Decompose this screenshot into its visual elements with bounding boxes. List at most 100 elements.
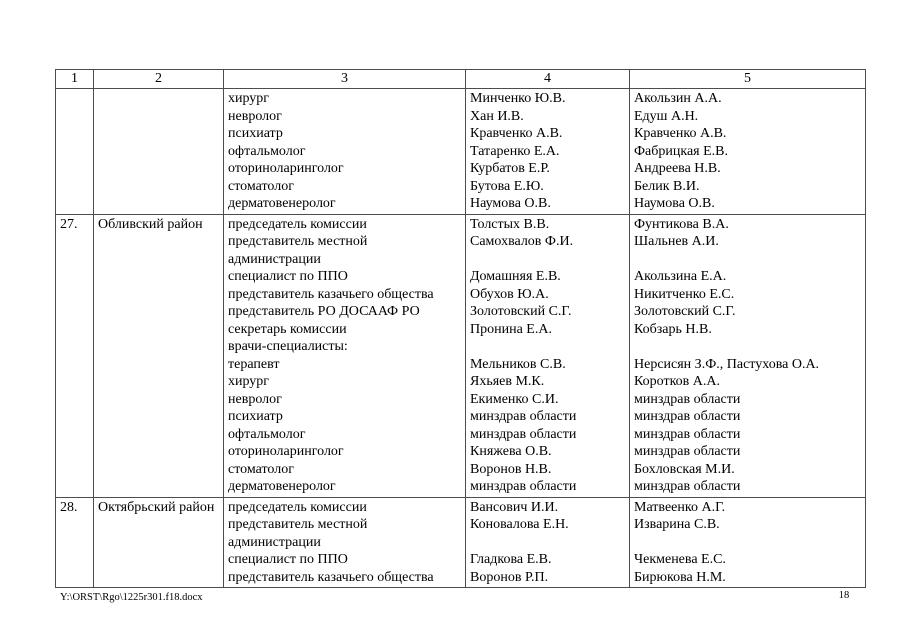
district-cell (93, 88, 224, 215)
cell-line: минздрав области (470, 479, 577, 494)
cell-line: председатель комиссии (228, 499, 367, 515)
cell-line (634, 251, 861, 269)
cell-line: Самохвалов Ф.И. (470, 234, 574, 249)
cell-line: Нерсисян З.Ф., Пастухова О.А. (634, 356, 820, 372)
cell-line: невролог (228, 108, 282, 124)
header-cell-col4: 4 (465, 69, 630, 89)
cell-line: Шальнев А.И. (634, 234, 719, 249)
cell-line: специалист по ППО (228, 269, 348, 284)
cell-line: минздрав области (634, 444, 741, 459)
cell-line: Едуш А.Н. (634, 108, 699, 124)
cell-line: Акользина Е.А. (634, 269, 727, 284)
cell-line: дерматовенеролог (228, 196, 336, 211)
cell-line: Белик В.И. (634, 178, 700, 194)
header-cell-col2: 2 (93, 69, 224, 89)
cell-line: минздрав области (470, 426, 577, 442)
cell-line: Татаренко Е.А. (470, 143, 560, 159)
cell-line: стоматолог (228, 461, 294, 477)
cell-line: терапевт (228, 356, 280, 372)
cell-line: Мельников С.В. (470, 356, 566, 372)
cell-line: оториноларинголог (228, 161, 344, 176)
cell-line: Пронина Е.А. (470, 321, 552, 337)
cell-line: оториноларинголог (228, 444, 344, 459)
footer-file-path: Y:\ORST\Rgo\1225r301.f18.docx (60, 592, 203, 603)
cell-line: Золотовский С.Г. (634, 304, 736, 319)
table-row: 28. Октябрьский район председатель комисси… (55, 496, 866, 588)
cell-line: Андреева Н.В. (634, 161, 721, 176)
cell-line: офтальмолог (228, 426, 306, 442)
cell-line: представитель казачьего общества (228, 569, 434, 585)
cell-line: Екименко С.И. (470, 391, 559, 407)
cell-line: Кравченко А.В. (470, 126, 563, 141)
alternates-cell: Акользин А.А. Едуш А.Н. Кравченко А.В. Фабр… (629, 88, 866, 215)
cell-line: Никитченко Е.С. (634, 286, 735, 302)
roles-cell: председатель комиссии представитель местн… (223, 213, 466, 498)
cell-line: Золотовский С.Г. (470, 304, 572, 319)
cell-line: минздрав области (634, 391, 741, 407)
cell-line: Хан И.В. (470, 108, 524, 124)
cell-line: администрации (228, 251, 321, 267)
cell-line: Воронов Н.В. (470, 461, 552, 477)
cell-line: Бохловская М.И. (634, 461, 735, 477)
cell-line: представитель РО ДОСААФ РО (228, 304, 420, 319)
cell-line: Коротков А.А. (634, 374, 720, 389)
cell-line: Воронов Р.П. (470, 569, 549, 585)
table-body: хирург невролог психиатр офтальмолог оторино… (55, 88, 866, 588)
members-cell: Толстых В.В. Самохвалов Ф.И. Домашняя Е.В… (465, 213, 630, 498)
commission-table: 1 2 3 4 5 хирург невролог психиатр офтальмо… (55, 69, 866, 588)
cell-line: Гладкова Е.В. (470, 552, 552, 567)
table-row: хирург невролог психиатр офтальмолог оторино… (55, 88, 866, 215)
cell-line: Курбатов Е.Р. (470, 161, 550, 176)
cell-line: Акользин А.А. (634, 91, 722, 106)
cell-line: минздрав области (470, 409, 577, 424)
cell-line: представитель местной (228, 234, 368, 249)
cell-line: секретарь комиссии (228, 321, 347, 337)
cell-line: специалист по ППО (228, 552, 348, 567)
cell-line: дерматовенеролог (228, 479, 336, 494)
cell-line (470, 338, 625, 356)
roles-cell: хирург невролог психиатр офтальмолог оторино… (223, 88, 466, 215)
table-header-row: 1 2 3 4 5 (55, 69, 866, 89)
cell-line: Изварина С.В. (634, 517, 720, 532)
members-cell: Вансович И.И. Коновалова Е.Н. Гладкова Е.… (465, 496, 630, 588)
district-cell: Обливский район (93, 213, 224, 498)
cell-line: минздрав области (634, 409, 741, 424)
cell-line: Минченко Ю.В. (470, 91, 566, 106)
cell-line: Яхьяев М.К. (470, 374, 545, 389)
cell-line: Бирюкова Н.М. (634, 569, 726, 585)
header-cell-col5: 5 (629, 69, 866, 89)
row-number-cell: 27. (55, 213, 94, 498)
cell-line: Фунтикова В.А. (634, 216, 729, 232)
cell-line: минздрав области (634, 426, 741, 442)
cell-line: Наумова О.В. (470, 196, 551, 211)
cell-line: невролог (228, 391, 282, 407)
cell-line: представитель местной (228, 517, 368, 532)
alternates-cell: Матвеенко А.Г. Изварина С.В. Чекменева Е.… (629, 496, 866, 588)
cell-line (470, 251, 625, 269)
cell-line: врачи-специалисты: (228, 339, 348, 354)
cell-line: администрации (228, 534, 321, 550)
alternates-cell: Фунтикова В.А. Шальнев А.И. Акользина Е.А… (629, 213, 866, 498)
cell-line: Чекменева Е.С. (634, 552, 726, 567)
header-cell-col3: 3 (223, 69, 466, 89)
cell-line: Наумова О.В. (634, 196, 715, 211)
cell-line: стоматолог (228, 178, 294, 194)
cell-line (634, 534, 861, 552)
cell-line: Бутова Е.Ю. (470, 178, 544, 194)
roles-cell: председатель комиссии представитель местн… (223, 496, 466, 588)
members-cell: Минченко Ю.В. Хан И.В. Кравченко А.В. Татар… (465, 88, 630, 215)
cell-line: Вансович И.И. (470, 499, 559, 515)
cell-line: Домашняя Е.В. (470, 269, 561, 284)
cell-line: Фабрицкая Е.В. (634, 143, 729, 159)
cell-line: психиатр (228, 409, 283, 424)
cell-line: Коновалова Е.Н. (470, 517, 569, 532)
cell-line: Обухов Ю.А. (470, 286, 549, 302)
row-number-cell: 28. (55, 496, 94, 588)
cell-line (470, 534, 625, 552)
cell-line: представитель казачьего общества (228, 286, 434, 302)
cell-line: Кравченко А.В. (634, 126, 727, 141)
cell-line (634, 338, 861, 356)
cell-line: хирург (228, 374, 270, 389)
cell-line: офтальмолог (228, 143, 306, 159)
